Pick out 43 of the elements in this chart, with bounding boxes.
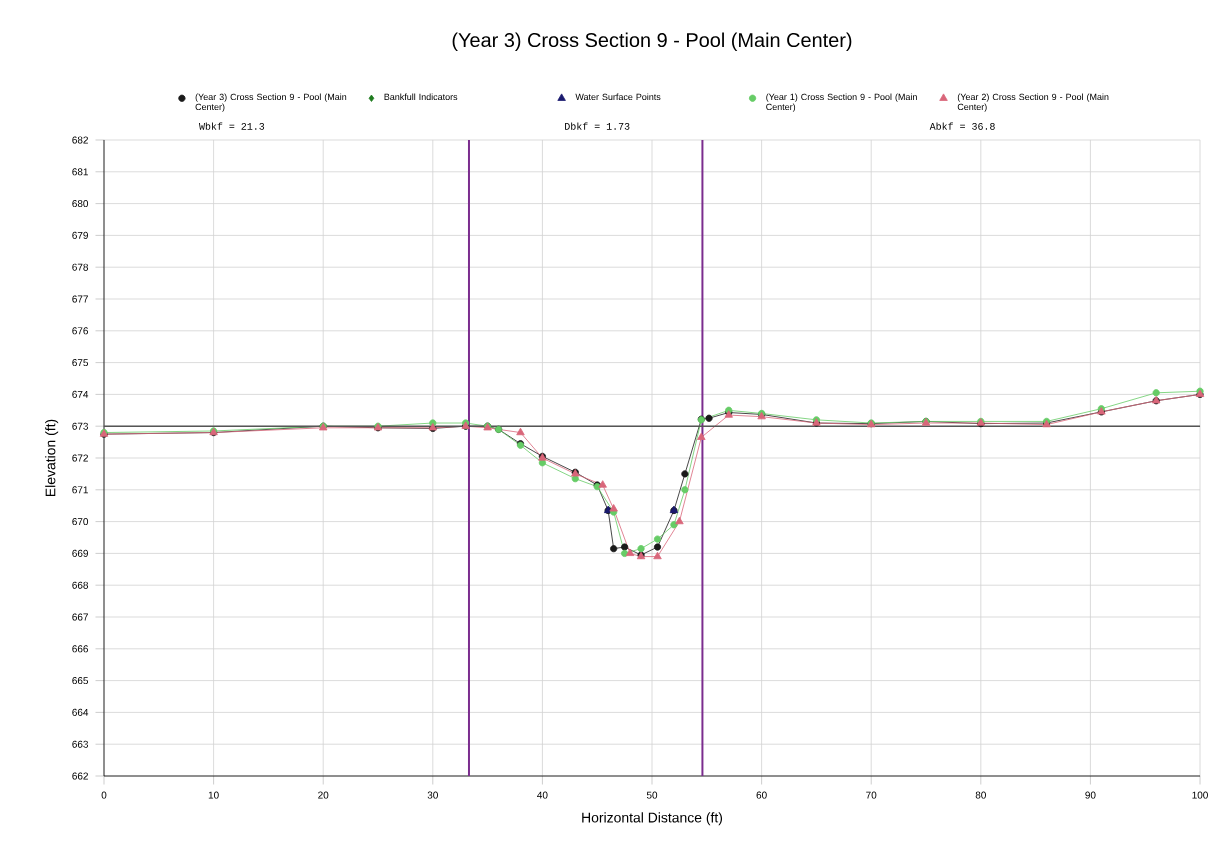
chart-title: (Year 3) Cross Section 9 - Pool (Main Center) [452,32,852,52]
x-axis-title: Horizontal Distance (ft) [582,812,723,826]
y-tick-label: 679 [72,231,88,239]
y-tick-label: 663 [72,740,89,748]
x-tick-label: 0 [101,791,107,799]
legend-label: (Year 3) Cross Section 9 - Pool (Main Center) [195,93,347,112]
legend-label: Water Surface Points [575,93,661,101]
y-tick-label: 672 [72,454,88,462]
x-tick-label: 70 [866,791,877,799]
y-tick-label: 666 [72,645,89,653]
y-axis-title: Elevation (ft) [45,419,59,496]
text: Abkf = 36.8 [929,122,995,130]
y-tick-label: 674 [72,390,89,398]
y-tick-label: 669 [72,549,88,557]
y-tick-label: 677 [72,295,88,303]
y-tick-label: 668 [72,581,89,589]
y-tick-label: 667 [72,613,88,621]
legend-label: (Year 1) Cross Section 9 - Pool (Main Center) [766,93,917,112]
y-tick-label: 676 [72,327,89,335]
x-tick-label: 10 [208,791,219,799]
y-tick-label: 665 [72,677,89,685]
y-tick-label: 671 [72,486,88,494]
text: Wbkf = 21.3 [198,122,265,130]
legend-label: (Year 2) Cross Section 9 - Pool (Main Center) [957,93,1109,112]
x-tick-label: 60 [756,791,767,799]
x-tick-label: 90 [1085,791,1096,799]
legend-label: Bankfull Indicators [384,93,458,101]
text: Dbkf = 1.73 [565,122,630,130]
y-tick-label: 682 [72,136,88,144]
x-tick-label: 20 [318,791,329,799]
y-tick-label: 673 [72,422,89,430]
y-tick-label: 681 [72,168,88,176]
y-tick-label: 670 [72,518,89,526]
y-tick-label: 680 [72,200,89,208]
x-tick-label: 50 [646,791,658,799]
y-tick-label: 678 [72,263,89,271]
x-tick-label: 30 [427,791,438,799]
y-tick-label: 675 [72,359,89,367]
x-tick-label: 100 [1192,791,1208,799]
x-tick-label: 40 [537,791,548,799]
y-tick-label: 664 [72,708,89,716]
y-tick-label: 662 [72,772,88,780]
x-tick-label: 80 [975,791,986,799]
